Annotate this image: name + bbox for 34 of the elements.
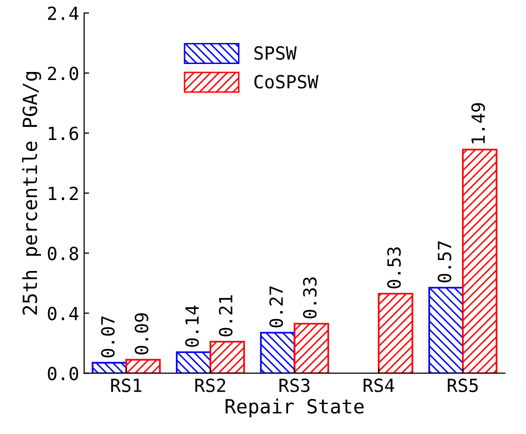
data-label: 0.33 xyxy=(303,277,317,318)
y-axis-title: 25th percentile PGA/g xyxy=(22,72,42,315)
y-tick-label: 1.2 xyxy=(48,186,78,200)
y-tick-label: 2.4 xyxy=(48,6,78,20)
y-tick-label: 0.8 xyxy=(48,246,78,260)
bar xyxy=(294,322,330,374)
x-tick-label: RS2 xyxy=(195,378,226,392)
x-tick-label: RS4 xyxy=(364,378,394,392)
x-tick-label: RS3 xyxy=(280,378,310,392)
data-label: 1.49 xyxy=(471,103,485,144)
x-axis-title: Repair State xyxy=(226,398,364,418)
bar xyxy=(92,362,128,374)
x-tick-label: RS1 xyxy=(111,378,142,392)
legend-label: CoSPSW xyxy=(254,74,318,89)
data-label: 0.27 xyxy=(269,286,284,328)
y-tick-label: 2.0 xyxy=(48,66,78,80)
data-label: 0.57 xyxy=(438,241,452,282)
bar xyxy=(462,148,498,374)
bar xyxy=(176,351,212,374)
bar xyxy=(210,340,245,374)
bar xyxy=(125,358,161,374)
data-label: 0.07 xyxy=(101,316,115,358)
bar xyxy=(378,292,414,374)
data-label: 0.14 xyxy=(185,305,199,347)
legend-label: SPSW xyxy=(254,46,297,60)
data-label: 0.53 xyxy=(387,247,401,288)
y-tick-label: 0.4 xyxy=(48,306,78,320)
y-tick-label: 1.6 xyxy=(48,126,78,140)
x-tick-label: RS5 xyxy=(448,378,478,392)
y-tick-label: 0.0 xyxy=(48,366,78,380)
bar xyxy=(260,332,296,374)
data-label: 0.21 xyxy=(218,295,233,336)
data-label: 0.09 xyxy=(134,313,148,354)
bar xyxy=(428,286,464,374)
